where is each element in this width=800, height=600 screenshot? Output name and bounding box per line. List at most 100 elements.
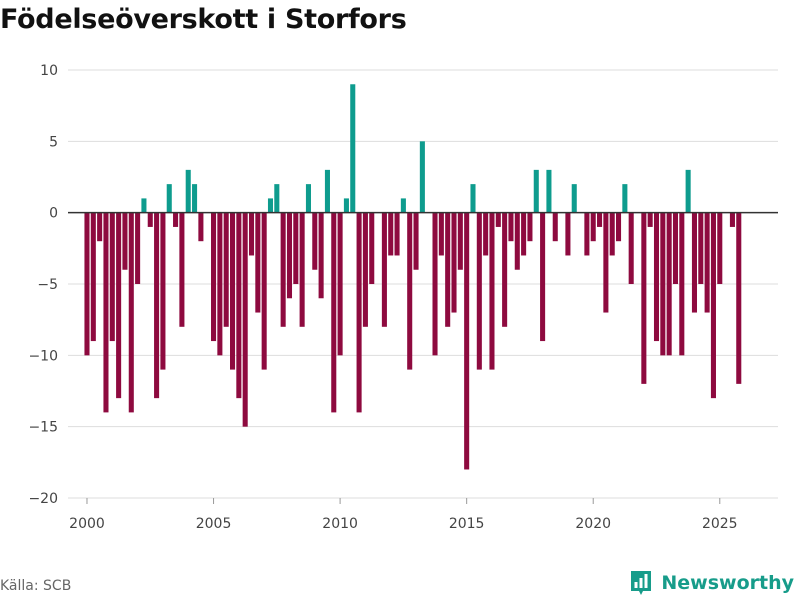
bar [305,184,311,213]
bar [616,212,622,242]
source-label: Källa: SCB [0,578,72,594]
bar [483,212,489,256]
bar [679,212,685,356]
bar [508,212,514,242]
bar [394,212,400,256]
x-tick-label: 2010 [322,516,358,532]
x-tick-label: 2020 [575,516,611,532]
bar [179,212,185,327]
bar [527,212,533,242]
bar [438,212,444,256]
bar [141,198,147,213]
bar [546,169,552,213]
bar [514,212,520,270]
bar [489,212,495,370]
bar [331,212,337,413]
bar [698,212,704,284]
bar [704,212,710,313]
bar [419,141,425,213]
x-tick-label: 2025 [702,516,738,532]
chart-title: Födelseöverskott i Storfors [0,4,407,35]
bar [540,212,546,342]
bar [502,212,508,327]
y-tick-label: 0 [49,206,58,222]
bar [147,212,153,227]
bar [261,212,267,370]
bar [729,212,735,227]
bar [362,212,368,327]
x-tick-label: 2000 [69,516,105,532]
axes: 10 5 0 −5 −10 −15 −20 2000 2005 2010 2015 2020 2025 [28,63,778,532]
bar [84,212,90,356]
bar [407,212,413,370]
bar [350,84,356,213]
bar [622,184,628,213]
bar [211,212,217,342]
bar [432,212,438,356]
bar [90,212,96,342]
bar [255,212,261,313]
bar [653,212,660,342]
bar [128,212,134,413]
bar [223,212,229,327]
bar [413,212,419,270]
bar [286,212,293,299]
bar [464,212,470,470]
bar [217,212,223,356]
bar [274,184,280,213]
bar [647,212,653,227]
bar [666,212,672,356]
bar [603,212,609,313]
x-tick-label: 2005 [196,516,232,532]
bar [445,212,451,327]
bar [97,212,103,242]
bar [641,212,647,384]
bar [451,212,457,313]
bar [628,212,634,284]
bar [717,212,723,284]
bar [230,212,236,370]
bar [691,212,697,313]
bar [299,212,305,327]
bar [312,212,318,270]
bar [242,212,248,427]
bar [122,212,128,270]
bar [685,169,691,213]
bar [476,212,482,370]
bar [356,212,362,413]
y-tick-label: −15 [28,420,58,436]
bar [318,212,324,299]
bar [584,212,590,256]
bar [571,184,577,213]
bar [267,198,274,213]
y-tick-label: −20 [28,491,58,507]
bars [84,84,742,470]
bar [710,212,716,399]
bar [116,212,122,399]
x-tick-label: 2015 [449,516,485,532]
bar [236,212,242,399]
bar [369,212,375,284]
bar [609,212,615,256]
y-tick-label: −10 [28,348,58,364]
bar [533,169,539,213]
bar [736,212,742,384]
bar [173,212,179,227]
bar [166,184,172,213]
bar [521,212,527,256]
bar [324,169,330,213]
bar [248,212,255,256]
bar [495,212,501,227]
bar [457,212,463,270]
bar [185,169,191,213]
bar [192,184,198,213]
bar [135,212,141,284]
bar [552,212,558,242]
bar-chart-logo-icon [631,571,652,595]
brand-logo[interactable]: Newsworthy [629,568,794,598]
bar [381,212,387,327]
bar [400,198,406,213]
bar [293,212,299,284]
bar [337,212,343,356]
